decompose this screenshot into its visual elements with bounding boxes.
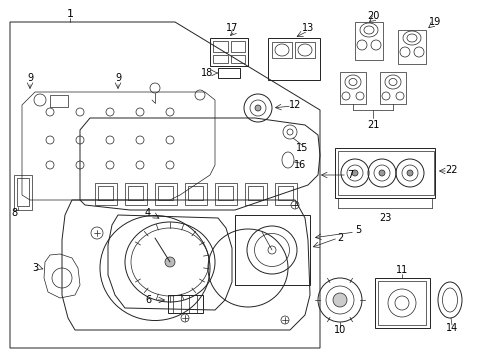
Bar: [374, 278, 429, 328]
Text: 8: 8: [11, 208, 17, 218]
Bar: [294, 42, 314, 58]
Bar: [187, 186, 203, 200]
Text: 21: 21: [366, 120, 378, 130]
Bar: [230, 41, 244, 52]
Text: 13: 13: [301, 23, 313, 33]
Text: 11: 11: [395, 265, 407, 275]
Circle shape: [378, 170, 384, 176]
Bar: [184, 183, 206, 205]
Bar: [379, 72, 405, 104]
Text: 10: 10: [333, 325, 346, 335]
Bar: [218, 186, 232, 200]
Bar: [158, 186, 173, 200]
Bar: [397, 30, 425, 64]
Text: 19: 19: [428, 17, 440, 27]
Text: 12: 12: [288, 100, 301, 110]
Bar: [17, 178, 29, 206]
Text: 2: 2: [336, 233, 343, 243]
Text: 18: 18: [201, 68, 213, 78]
Bar: [215, 183, 237, 205]
Bar: [354, 22, 382, 60]
Text: 15: 15: [295, 143, 307, 153]
Bar: [128, 186, 142, 200]
Bar: [235, 215, 309, 285]
Bar: [98, 186, 113, 200]
Text: 9: 9: [115, 73, 121, 83]
Bar: [247, 186, 263, 200]
Bar: [125, 183, 147, 205]
Bar: [14, 175, 32, 210]
Bar: [267, 38, 319, 80]
Bar: [274, 183, 296, 205]
Text: 4: 4: [144, 208, 151, 218]
Bar: [334, 148, 434, 198]
Circle shape: [406, 170, 412, 176]
Bar: [50, 95, 68, 107]
Bar: [155, 183, 177, 205]
Circle shape: [351, 170, 357, 176]
Bar: [218, 68, 240, 78]
Bar: [339, 72, 365, 104]
Bar: [271, 42, 291, 58]
Bar: [278, 186, 292, 200]
Text: 1: 1: [66, 9, 73, 19]
Bar: [337, 151, 433, 195]
Text: 6: 6: [144, 295, 151, 305]
Bar: [209, 38, 247, 66]
Circle shape: [254, 105, 261, 111]
Bar: [230, 55, 244, 63]
Bar: [95, 183, 117, 205]
Circle shape: [332, 293, 346, 307]
Bar: [244, 183, 266, 205]
Text: 22: 22: [445, 165, 457, 175]
Text: 3: 3: [32, 263, 38, 273]
Bar: [213, 41, 227, 52]
Text: 5: 5: [354, 225, 360, 235]
Bar: [213, 55, 227, 63]
Text: 16: 16: [293, 160, 305, 170]
Text: 23: 23: [378, 213, 390, 223]
Text: 9: 9: [27, 73, 33, 83]
Bar: [377, 281, 425, 325]
Circle shape: [164, 257, 175, 267]
Text: 20: 20: [366, 11, 378, 21]
Bar: [168, 295, 203, 313]
Text: 7: 7: [346, 170, 352, 180]
Text: 17: 17: [225, 23, 238, 33]
Text: 14: 14: [445, 323, 457, 333]
